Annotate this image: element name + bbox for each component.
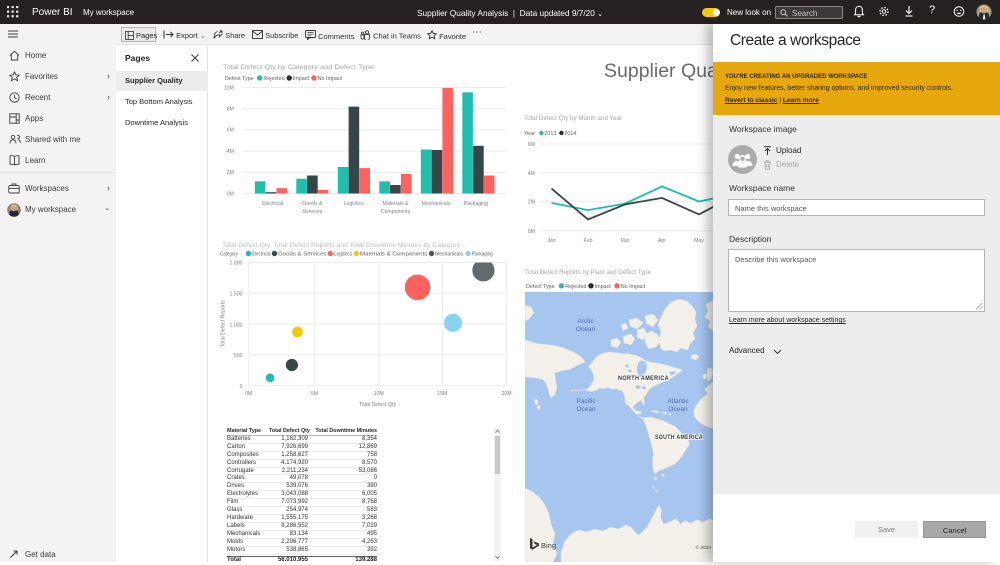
svg-text:Jan: Jan [547,238,555,244]
svg-text:Rejected: Rejected [565,284,586,290]
svg-text:Ocean: Ocean [668,406,688,413]
svg-text:Apr: Apr [658,238,666,244]
svg-text:Impact: Impact [595,284,612,290]
svg-text:No Impact: No Impact [621,284,646,290]
svg-text:Goods &: Goods & [302,201,323,207]
svg-text:Atlantic: Atlantic [667,398,689,405]
svg-text:2014: 2014 [564,131,576,137]
svg-text:Components: Components [381,209,411,215]
svg-text:6M: 6M [528,142,535,148]
svg-text:Defect Type: Defect Type [225,76,254,82]
svg-text:0M: 0M [528,229,535,235]
svg-text:Goods & Services: Goods & Services [278,252,327,258]
svg-text:1,000: 1,000 [230,322,243,328]
svg-text:Logistics: Logistics [344,201,365,207]
svg-text:No Impact: No Impact [318,76,343,82]
svg-text:SOUTH AMERICA: SOUTH AMERICA [655,434,703,441]
svg-text:Impact: Impact [293,76,310,82]
svg-text:Arctic: Arctic [577,318,594,325]
svg-text:5M: 5M [311,391,318,397]
svg-text:Packaging: Packaging [464,201,488,207]
svg-text:Total Defect Qty: Total Defect Qty [359,402,396,408]
svg-text:0: 0 [240,384,243,390]
svg-text:0M: 0M [227,191,234,197]
svg-text:Total Defect Qty by Month and: Total Defect Qty by Month and Year [524,115,623,122]
svg-text:Mechanicals: Mechanicals [435,252,463,258]
svg-text:Total Defect Qty, Total Defect: Total Defect Qty, Total Defect Reports a… [222,242,461,249]
svg-text:NORTH AMERICA: NORTH AMERICA [618,375,669,382]
svg-text:Ocean: Ocean [576,406,596,413]
svg-text:2,000: 2,000 [230,261,243,267]
svg-text:2M: 2M [227,170,234,176]
svg-text:500: 500 [234,353,243,359]
svg-text:Total Defect Qty by Category a: Total Defect Qty by Category and Defect … [223,64,374,71]
svg-text:© 2020: © 2020 [695,544,711,551]
svg-text:Ocean: Ocean [576,326,596,333]
svg-text:Bing: Bing [541,541,556,550]
svg-text:2M: 2M [528,200,535,206]
svg-text:4M: 4M [227,149,234,155]
svg-text:10M: 10M [224,85,234,91]
svg-text:1,500: 1,500 [230,292,243,298]
svg-text:Packaging: Packaging [472,252,493,258]
svg-text:8M: 8M [227,107,234,113]
svg-text:Mechanicals: Mechanicals [422,201,451,207]
svg-text:Materials &: Materials & [383,201,409,207]
svg-text:Pacific: Pacific [576,398,596,405]
svg-text:Electrical: Electrical [262,201,283,207]
svg-text:Total Defect Reports: Total Defect Reports [221,300,227,347]
svg-text:Services: Services [302,209,322,215]
svg-text:6M: 6M [227,128,234,134]
svg-text:Mar: Mar [621,238,630,244]
svg-text:Year: Year [524,131,535,137]
svg-text:20M: 20M [501,391,511,397]
svg-text:0M: 0M [245,391,252,397]
svg-text:Total Defect Reports by Plant: Total Defect Reports by Plant and Defect… [525,269,651,276]
svg-text:Electrical: Electrical [252,252,271,258]
svg-text:Rejected: Rejected [263,76,284,82]
svg-text:Defect Type: Defect Type [526,284,555,290]
svg-text:Feb: Feb [584,238,593,244]
svg-text:10M: 10M [374,391,384,397]
svg-text:15M: 15M [437,391,447,397]
svg-text:Logistics: Logistics [334,252,353,258]
svg-text:2013: 2013 [544,131,556,137]
svg-text:May: May [694,238,704,244]
svg-text:Category: Category [220,252,238,258]
svg-text:Materials & Components: Materials & Components [360,252,428,258]
svg-text:4M: 4M [528,171,535,177]
